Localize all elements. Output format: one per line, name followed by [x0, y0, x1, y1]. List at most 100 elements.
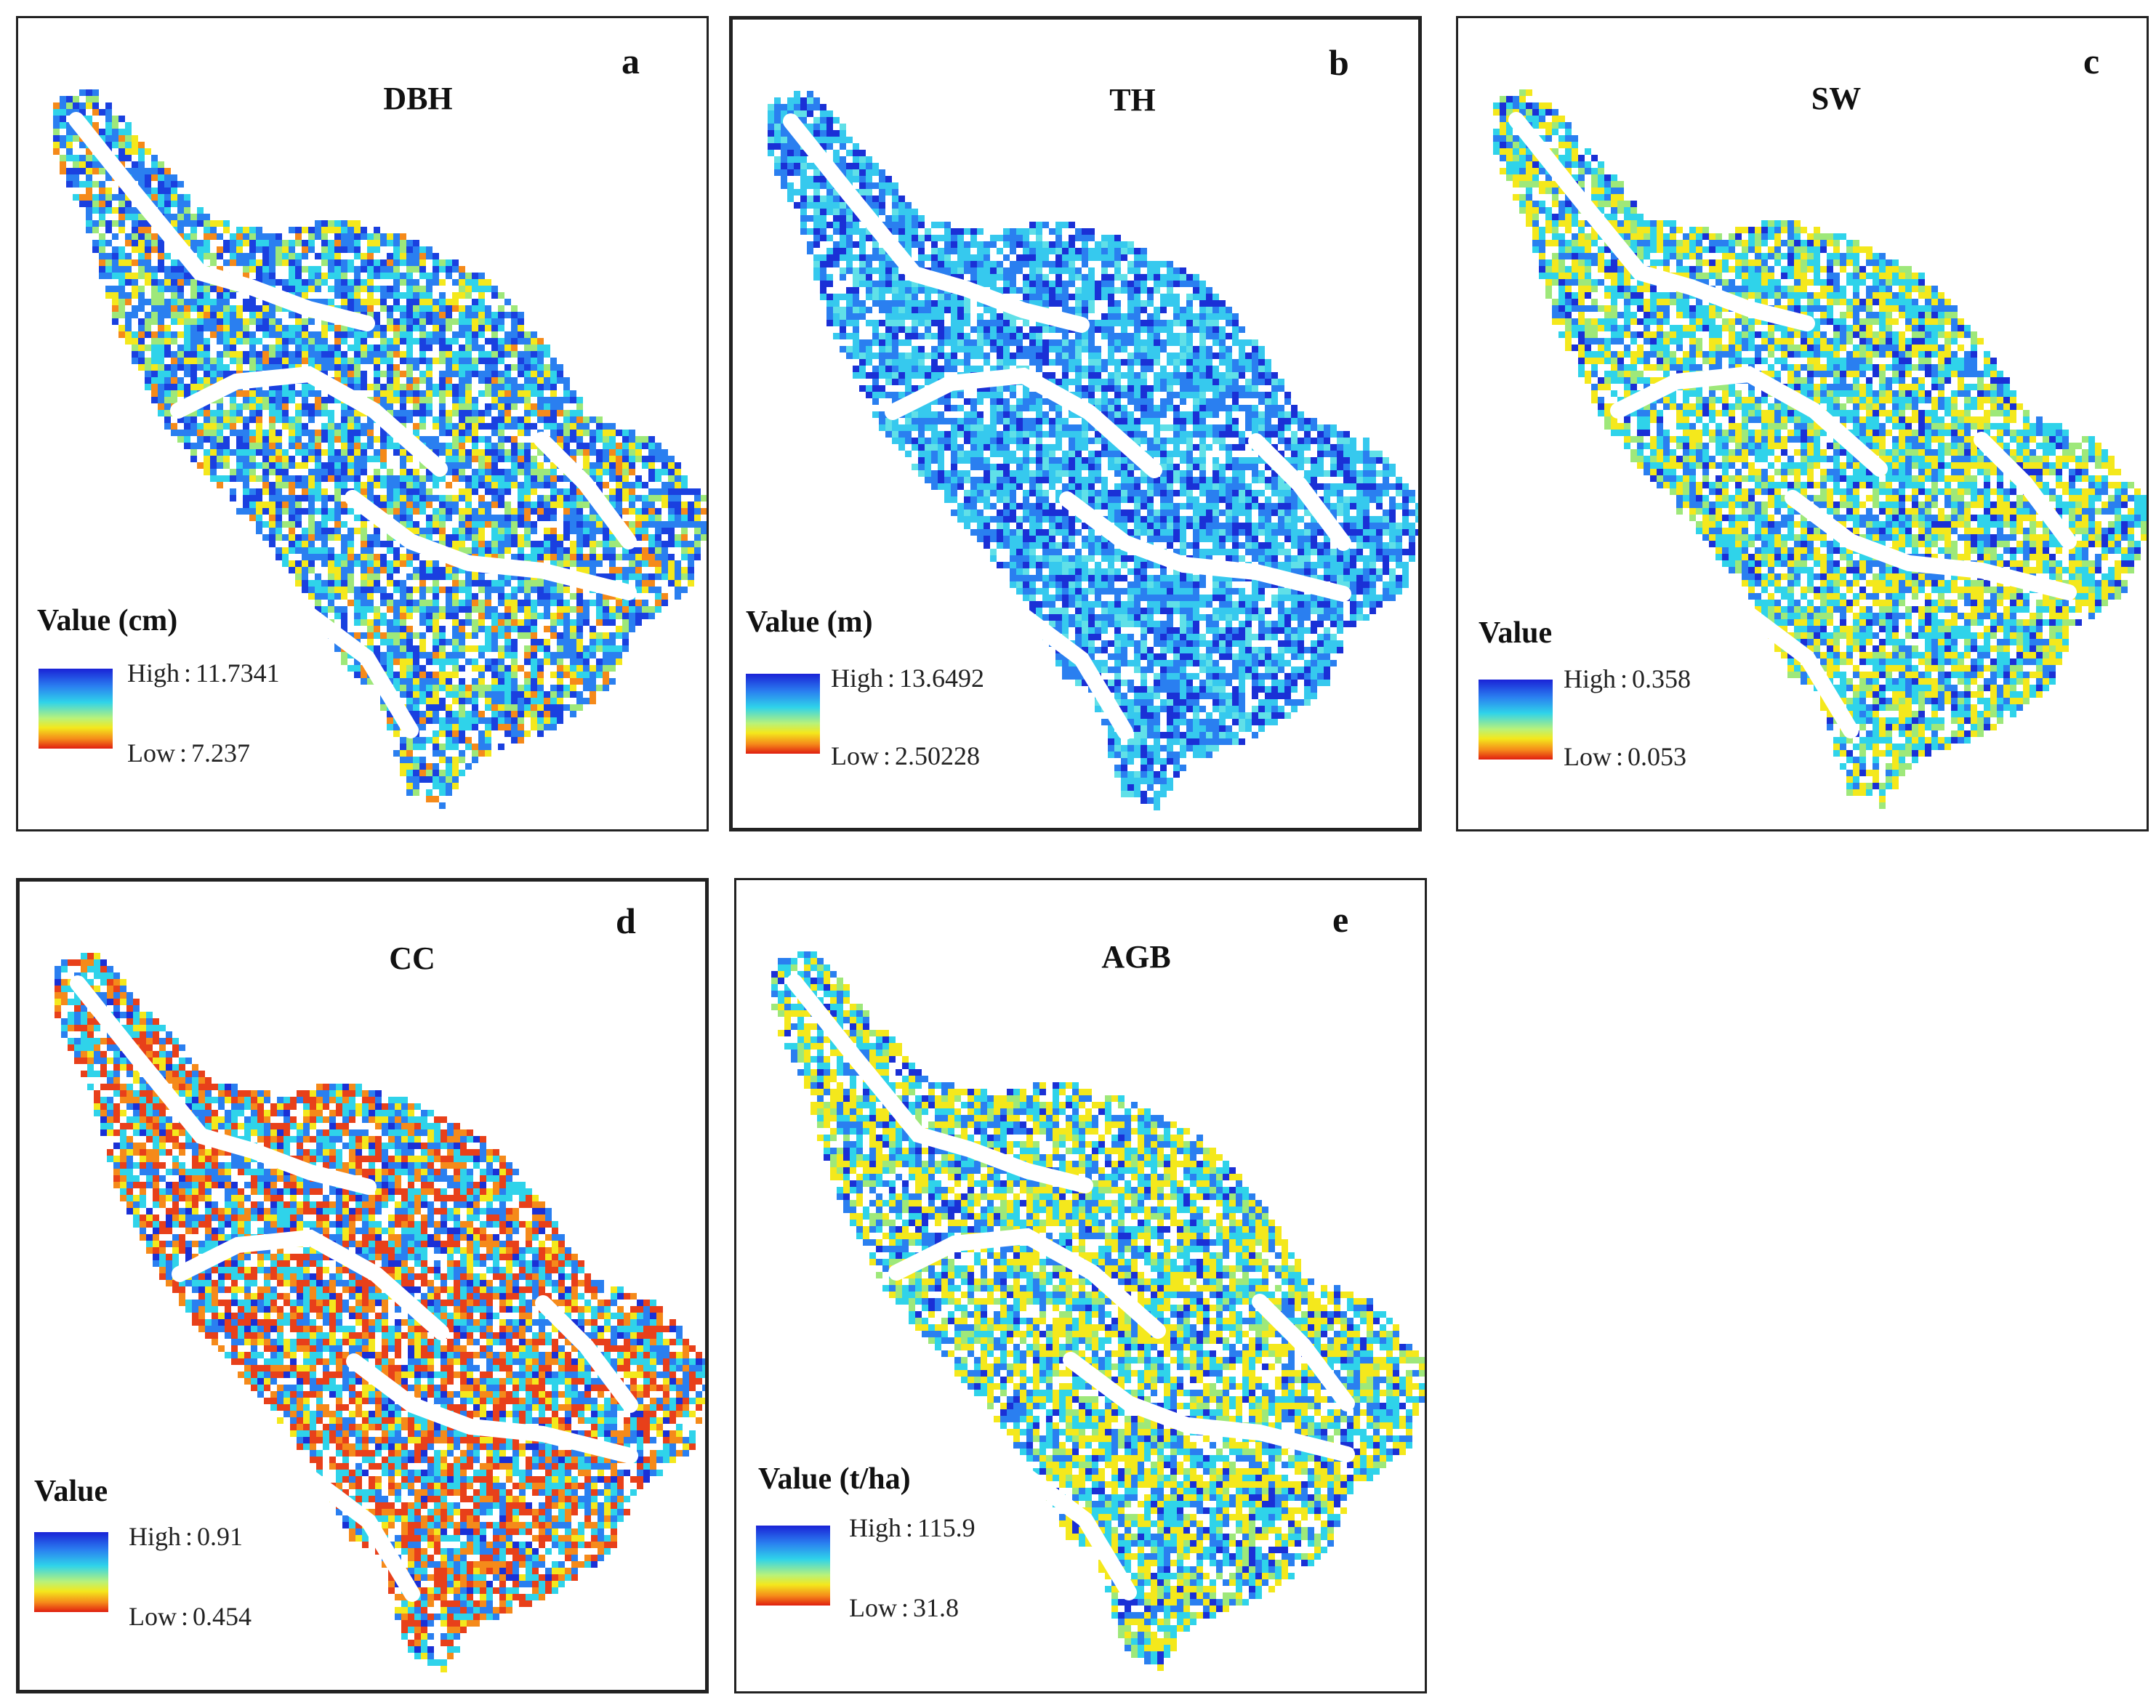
map-pixel: [813, 228, 820, 235]
map-pixel: [308, 501, 315, 508]
map-pixel: [544, 416, 550, 423]
map-pixel: [537, 416, 544, 423]
map-pixel: [478, 345, 485, 351]
map-pixel: [590, 665, 596, 672]
map-pixel: [426, 711, 433, 717]
map-pixel: [138, 142, 145, 148]
map-pixel: [419, 632, 426, 639]
map-pixel: [970, 235, 977, 241]
map-pixel: [79, 142, 86, 148]
map-pixel: [478, 449, 485, 456]
map-pixel: [367, 547, 374, 554]
map-pixel: [1003, 235, 1010, 241]
map-pixel: [557, 430, 563, 436]
map-pixel: [629, 488, 635, 495]
map-pixel: [328, 273, 334, 279]
map-pixel: [518, 547, 524, 554]
map-pixel: [334, 554, 341, 560]
map-pixel: [642, 580, 648, 587]
map-pixel: [315, 495, 321, 501]
map-pixel: [531, 351, 537, 358]
map-pixel: [243, 318, 249, 325]
map-pixel: [1016, 287, 1023, 294]
map-pixel: [524, 613, 531, 619]
map-pixel: [648, 613, 655, 619]
map-pixel: [308, 358, 315, 364]
map-pixel: [204, 371, 210, 377]
map-pixel: [132, 135, 138, 142]
map-pixel: [524, 358, 531, 364]
map-pixel: [387, 482, 393, 488]
map-pixel: [583, 685, 590, 691]
map-pixel: [413, 279, 419, 286]
map-pixel: [125, 299, 132, 305]
map-pixel: [387, 410, 393, 416]
map-pixel: [413, 488, 419, 495]
map-pixel: [387, 488, 393, 495]
map-pixel: [433, 416, 439, 423]
map-pixel: [459, 430, 465, 436]
map-pixel: [531, 528, 537, 534]
map-pixel: [354, 528, 361, 534]
map-pixel: [537, 358, 544, 364]
map-pixel: [531, 501, 537, 508]
map-pixel: [289, 246, 295, 253]
map-pixel: [576, 443, 583, 449]
map-pixel: [472, 678, 478, 685]
map-pixel: [518, 730, 524, 737]
map-pixel: [406, 318, 413, 325]
map-pixel: [197, 331, 204, 338]
map-pixel: [846, 222, 853, 228]
map-pixel: [1003, 287, 1010, 294]
map-pixel: [158, 312, 164, 318]
map-pixel: [524, 351, 531, 358]
map-pixel: [289, 534, 295, 541]
map-pixel: [289, 364, 295, 371]
map-pixel: [609, 547, 616, 554]
map-pixel: [524, 397, 531, 403]
map-pixel: [1023, 248, 1029, 254]
map-pixel: [485, 338, 491, 345]
map-pixel: [964, 320, 970, 326]
map-pixel: [524, 508, 531, 515]
map-pixel: [177, 377, 184, 384]
map-pixel: [563, 384, 570, 390]
map-pixel: [164, 286, 171, 292]
map-pixel: [1147, 294, 1154, 300]
map-pixel: [308, 449, 315, 456]
map-pixel: [354, 286, 361, 292]
map-pixel: [491, 639, 498, 645]
map-pixel: [282, 423, 289, 430]
map-pixel: [459, 390, 465, 397]
map-pixel: [347, 462, 354, 469]
map-pixel: [590, 449, 596, 456]
map-pixel: [302, 345, 308, 351]
map-pixel: [321, 449, 328, 456]
map-pixel: [511, 528, 518, 534]
map-pixel: [269, 521, 275, 528]
map-pixel: [419, 312, 426, 318]
map-pixel: [1049, 261, 1055, 267]
map-pixel: [931, 300, 938, 307]
map-pixel: [230, 318, 236, 325]
map-pixel: [544, 593, 550, 600]
map-pixel: [387, 600, 393, 606]
map-pixel: [282, 364, 289, 371]
map-pixel: [419, 757, 426, 763]
map-pixel: [328, 528, 334, 534]
map-pixel: [609, 430, 616, 436]
map-pixel: [125, 240, 132, 246]
map-pixel: [361, 521, 367, 528]
map-pixel: [511, 325, 518, 331]
map-pixel: [648, 515, 655, 521]
map-pixel: [217, 482, 223, 488]
map-pixel: [905, 281, 912, 287]
map-pixel: [518, 430, 524, 436]
map-pixel: [262, 325, 269, 331]
map-pixel: [1167, 261, 1173, 267]
map-pixel: [675, 495, 681, 501]
map-pixel: [433, 776, 439, 783]
map-pixel: [563, 685, 570, 691]
map-pixel: [964, 267, 970, 274]
map-pixel: [498, 475, 504, 482]
